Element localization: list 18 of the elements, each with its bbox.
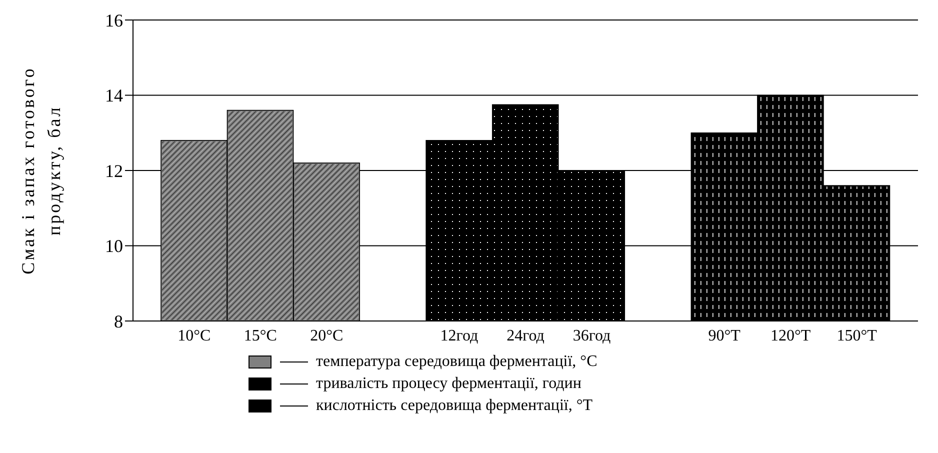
y-tick-label: 10 [105,236,123,256]
y-tick-label: 14 [105,86,123,106]
x-tick-label: 150°T [836,327,878,344]
x-tick-label: 24год [506,327,544,344]
x-tick-label: 90°T [708,327,741,344]
y-tick-label: 8 [114,311,123,332]
legend-label: кислотність середовища ферментації, °T [316,396,592,416]
y-tick-label: 12 [105,160,123,181]
x-tick-label: 36год [572,327,611,344]
y-axis-title: Смак і запах готового продукту, бал [18,66,64,274]
x-tick-label: 12год [440,327,478,344]
legend-label: температура середовища ферментації, °C [316,352,598,372]
x-tick-label: 120°T [770,327,811,344]
x-tick-label: 20°C [310,327,344,344]
x-tick-label: 15°C [244,327,277,344]
legend-label: тривалість процесу ферментації, годин [316,374,582,394]
x-tick-label: 10°C [178,327,211,344]
y-tick-label: 16 [105,10,123,30]
